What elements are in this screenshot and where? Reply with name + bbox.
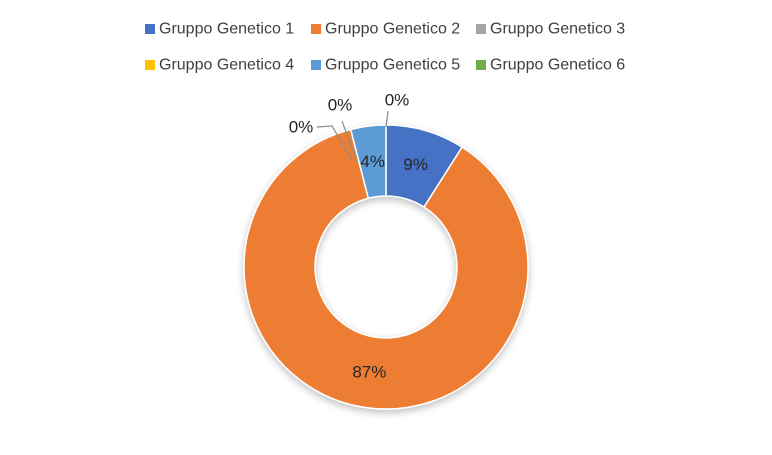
data-label: 0% — [328, 96, 353, 115]
legend-label: Gruppo Genetico 1 — [159, 21, 294, 38]
legend-label: Gruppo Genetico 4 — [159, 57, 294, 74]
leader-line — [385, 110, 389, 128]
doughnut-slice — [243, 128, 529, 410]
legend-entry: Gruppo Genetico 4 — [145, 57, 294, 74]
legend-entry: Gruppo Genetico 1 — [145, 21, 294, 38]
leader-lines — [316, 110, 389, 163]
legend-swatch — [476, 60, 486, 70]
legend-entry: Gruppo Genetico 2 — [311, 21, 460, 38]
legend-entry: Gruppo Genetico 6 — [476, 57, 625, 74]
legend-entry: Gruppo Genetico 5 — [311, 57, 460, 74]
data-label: 0% — [289, 118, 314, 137]
legend-label: Gruppo Genetico 3 — [490, 21, 625, 38]
legend-swatch — [311, 24, 321, 34]
legend-swatch — [311, 60, 321, 70]
data-label: 4% — [360, 152, 385, 171]
data-labels: 9% 87% 0% 0% 4% 0% — [289, 91, 428, 382]
legend-label: Gruppo Genetico 6 — [490, 57, 625, 74]
legend-swatch — [145, 24, 155, 34]
legend: Gruppo Genetico 1 Gruppo Genetico 2 Gruppo… — [145, 21, 625, 74]
doughnut-slices — [243, 124, 529, 410]
legend-entry: Gruppo Genetico 3 — [476, 21, 625, 38]
legend-label: Gruppo Genetico 5 — [325, 57, 460, 74]
doughnut-slice — [349, 124, 387, 200]
data-label: 9% — [403, 155, 428, 174]
leader-line — [341, 120, 358, 163]
leader-line — [316, 125, 353, 161]
legend-swatch — [145, 60, 155, 70]
data-label: 0% — [385, 91, 410, 110]
data-label: 87% — [352, 363, 386, 382]
legend-label: Gruppo Genetico 2 — [325, 21, 460, 38]
legend-swatch — [476, 24, 486, 34]
